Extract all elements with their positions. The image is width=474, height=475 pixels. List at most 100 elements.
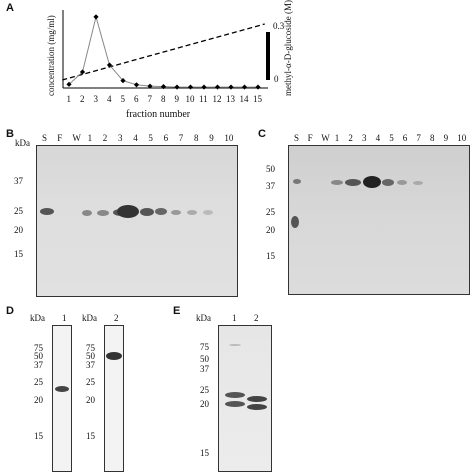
marker-e-37: 37 (200, 364, 209, 374)
marker-d1-20: 20 (34, 395, 43, 405)
gel-b-band (187, 210, 197, 215)
x-tick-label: 4 (107, 94, 112, 104)
lane-label: 2 (102, 133, 108, 143)
marker-d1-50: 50 (34, 351, 43, 361)
data-point (120, 78, 126, 84)
y2-tick-low: 0 (274, 74, 279, 84)
gel-b (36, 145, 238, 297)
panel-c-letter: C (258, 128, 266, 140)
marker-c-37: 37 (266, 181, 275, 191)
panel-e-kda-label: kDa (196, 313, 211, 323)
lane-label: S (42, 133, 48, 143)
gel-e-band (225, 392, 245, 398)
gel-b-band (140, 208, 154, 216)
data-point (160, 84, 167, 90)
marker-e-75: 75 (200, 342, 209, 352)
gel-b-band (203, 210, 213, 215)
data-point (106, 62, 113, 68)
gel-c-band (382, 179, 394, 186)
marker-d1-37: 37 (34, 360, 43, 370)
marker-d2-25: 25 (86, 377, 95, 387)
marker-b-25: 25 (14, 206, 23, 216)
gel-b-band (40, 208, 54, 215)
marker-c-15: 15 (266, 251, 275, 261)
lane-label: 4 (133, 133, 138, 143)
data-point (147, 83, 153, 89)
marker-d1-75: 75 (34, 343, 43, 353)
gel-d1 (52, 325, 72, 472)
data-point (255, 84, 261, 90)
marker-c-20: 20 (266, 225, 275, 235)
lane-label: 6 (402, 133, 408, 143)
marker-e-50: 50 (200, 354, 209, 364)
x-tick-label: 12 (212, 94, 222, 104)
marker-d2-50: 50 (86, 351, 95, 361)
lane-label: 5 (389, 133, 394, 143)
marker-d2-75: 75 (86, 343, 95, 353)
data-point (241, 84, 248, 90)
marker-b-37: 37 (14, 176, 23, 186)
gel-d1-band (55, 386, 69, 392)
data-point (66, 81, 72, 87)
data-point (187, 84, 194, 90)
gradient-bar (266, 32, 270, 80)
x-tick-label: 6 (134, 94, 139, 104)
lane-label: W (321, 133, 330, 143)
lane-label: 1 (334, 133, 340, 143)
lane-label: 1 (87, 133, 93, 143)
gel-c-band (293, 179, 301, 184)
panel-d-kda-label-1: kDa (30, 313, 45, 323)
x-tick-label: 14 (239, 94, 249, 104)
gel-e (218, 325, 272, 472)
marker-e-15: 15 (200, 448, 209, 458)
lane-label: F (307, 133, 313, 143)
gel-d2-band (106, 352, 122, 360)
x-tick-label: 11 (199, 94, 208, 104)
panel-a-chart (0, 0, 474, 125)
gel-b-band (97, 210, 109, 216)
data-point (201, 84, 207, 90)
data-point (228, 84, 234, 90)
x-axis-label: fraction number (126, 109, 191, 120)
gel-b-band (155, 208, 167, 215)
marker-d2-20: 20 (86, 395, 95, 405)
gel-e-band (247, 404, 267, 410)
lane-label: 10 (224, 133, 234, 143)
x-tick-label: 10 (185, 94, 195, 104)
data-point (133, 82, 140, 88)
y2-axis-label: methyl-α-D-glucoside (M) (283, 0, 293, 96)
y-axis-label: concentration (mg/ml) (46, 15, 56, 96)
lane-label: 9 (209, 133, 214, 143)
x-tick-label: 5 (120, 94, 126, 104)
data-point (214, 84, 221, 90)
marker-d2-37: 37 (86, 360, 95, 370)
lane-label: 8 (194, 133, 199, 143)
marker-e-20: 20 (200, 399, 209, 409)
gel-e-band (229, 344, 241, 346)
marker-d1-25: 25 (34, 377, 43, 387)
gel-b-band (82, 210, 92, 216)
marker-c-50: 50 (266, 164, 275, 174)
gel-c-band (397, 180, 407, 185)
lane-label: S (294, 133, 300, 143)
y2-tick-high: 0.3 (273, 21, 285, 31)
lane-label: 10 (457, 133, 467, 143)
x-tick-label: 13 (226, 94, 235, 104)
panel-d-lane-2: 2 (114, 313, 119, 323)
panel-d-lane-1: 1 (62, 313, 67, 323)
gel-c-band (363, 176, 381, 188)
data-point (93, 14, 99, 20)
lane-label: 3 (118, 133, 123, 143)
lane-label: 7 (416, 133, 421, 143)
x-tick-label: 9 (174, 94, 180, 104)
panel-e-lane-2: 2 (254, 313, 259, 323)
x-tick-label: 7 (147, 94, 153, 104)
gel-c (288, 145, 470, 295)
panel-e-lane-1: 1 (232, 313, 237, 323)
data-point (79, 69, 86, 75)
lane-label: F (57, 133, 63, 143)
panel-e-letter: E (173, 305, 181, 317)
lane-label: 5 (148, 133, 153, 143)
marker-d1-15: 15 (34, 431, 43, 441)
marker-d2-15: 15 (86, 431, 95, 441)
